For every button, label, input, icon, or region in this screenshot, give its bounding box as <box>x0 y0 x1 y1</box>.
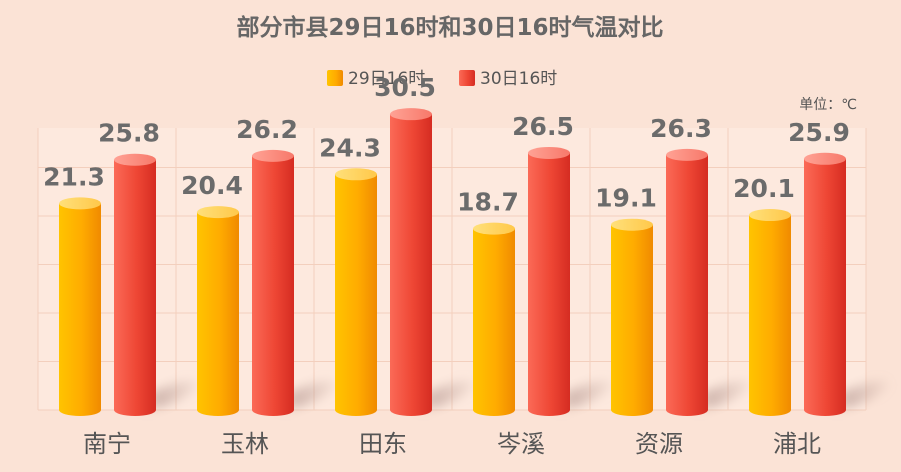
bar-series-2 <box>114 159 156 417</box>
legend-label: 29日16时 <box>348 69 425 89</box>
bar-top <box>749 209 791 222</box>
bar-top <box>197 206 239 219</box>
category-group: 21.3 25.8 南宁 <box>43 119 200 458</box>
bar-series-2 <box>252 155 294 417</box>
bar-series-1 <box>59 203 101 416</box>
data-label: 25.8 <box>98 119 160 148</box>
bar-top <box>528 146 570 159</box>
category-group: 20.1 25.9 浦北 <box>733 118 890 458</box>
bar-top <box>804 152 846 165</box>
bar-series-1 <box>197 212 239 416</box>
bar-series-1 <box>611 224 653 416</box>
data-label: 26.3 <box>650 114 712 143</box>
category-label: 玉林 <box>221 430 269 458</box>
category-label: 田东 <box>359 430 407 458</box>
bar-series-1 <box>749 215 791 416</box>
data-label: 24.3 <box>319 133 381 162</box>
bar-series-2 <box>804 158 846 416</box>
legend-label: 30日16时 <box>480 69 557 89</box>
bar-top <box>390 108 432 121</box>
category-group: 19.1 26.3 资源 <box>595 114 752 458</box>
category-group: 20.4 26.2 玉林 <box>181 115 338 458</box>
bar-top <box>252 149 294 162</box>
bar-series-2 <box>528 152 570 416</box>
data-label: 20.4 <box>181 171 243 200</box>
chart-title: 部分市县29日16时和30日16时气温对比 <box>236 14 663 41</box>
category-label: 南宁 <box>83 430 131 458</box>
category-group: 24.3 30.5 田东 <box>319 73 476 458</box>
unit-label: 单位：℃ <box>799 97 857 113</box>
category-label: 岑溪 <box>497 430 545 458</box>
data-label: 19.1 <box>595 184 657 213</box>
legend-item: 30日16时 <box>459 69 557 89</box>
bar-top <box>335 168 377 181</box>
data-label: 21.3 <box>43 162 105 191</box>
bar-top <box>611 218 653 231</box>
bar-series-2 <box>390 114 432 417</box>
data-label: 26.2 <box>236 115 298 144</box>
bar-top <box>473 222 515 235</box>
category-label: 浦北 <box>773 430 821 458</box>
gridlines <box>37 128 867 411</box>
data-label: 18.7 <box>457 188 519 217</box>
bar-series-2 <box>666 154 708 416</box>
legend-swatch <box>327 70 343 86</box>
plot-area: 21.3 25.8 南宁 20.4 26.2 玉林 24.3 30.5 田东 18.7 26.5 岑溪… <box>37 73 890 458</box>
bar-series-1 <box>473 228 515 416</box>
legend: 29日16时 30日16时 <box>327 69 557 89</box>
category-group: 18.7 26.5 岑溪 <box>457 112 614 458</box>
legend-swatch <box>459 70 475 86</box>
category-label: 资源 <box>635 430 683 458</box>
data-label: 30.5 <box>374 73 436 102</box>
bar-top <box>114 153 156 166</box>
data-label: 26.5 <box>512 112 574 141</box>
data-label: 20.1 <box>733 174 795 203</box>
bar-top <box>666 148 708 161</box>
legend-item: 29日16时 <box>327 69 425 89</box>
bar-series-1 <box>335 174 377 416</box>
bar-top <box>59 197 101 210</box>
data-label: 25.9 <box>788 118 850 147</box>
